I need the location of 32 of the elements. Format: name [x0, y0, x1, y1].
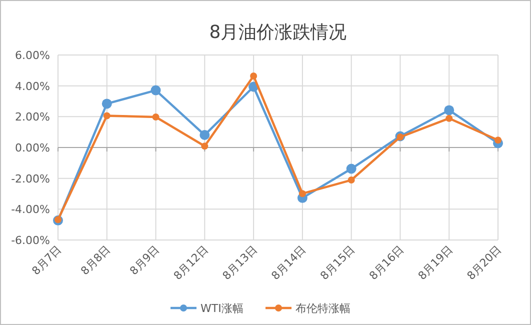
point [250, 72, 258, 80]
point [102, 98, 112, 109]
point [346, 164, 356, 174]
chart-title: 8月油价涨跌情况 [209, 22, 347, 43]
point [298, 190, 306, 198]
y-tick-label: -2.00% [11, 172, 50, 186]
point [444, 105, 454, 116]
x-tick-label: 8月16日 [366, 242, 406, 283]
x-tick-label: 8月12日 [171, 242, 211, 283]
point [152, 113, 160, 120]
point [348, 176, 355, 184]
point [446, 114, 453, 122]
x-tick-label: 8月9日 [127, 242, 162, 278]
x-tick-label: 8月15日 [318, 242, 358, 283]
point [201, 142, 208, 150]
y-tick-label: 6.00% [15, 49, 50, 62]
point [494, 136, 502, 144]
y-tick-label: 4.00% [15, 80, 50, 93]
x-tick-label: 8月19日 [416, 242, 456, 283]
x-tick-label: 8月13日 [220, 242, 260, 283]
y-tick-label: -4.00% [11, 203, 50, 216]
x-tick-label: 8月14日 [268, 242, 309, 283]
point [150, 85, 161, 96]
x-tick-label: 8月20日 [464, 242, 504, 283]
point [103, 112, 110, 120]
y-tick-label: 2.00% [15, 110, 50, 124]
point [396, 134, 404, 141]
x-tick-label: 8月8日 [78, 242, 114, 278]
y-tick-label: 0.00% [15, 142, 50, 154]
legend-label: 布伦特涨幅 [296, 302, 350, 315]
point [200, 130, 210, 140]
legend-label: WTI涨幅 [200, 302, 244, 315]
